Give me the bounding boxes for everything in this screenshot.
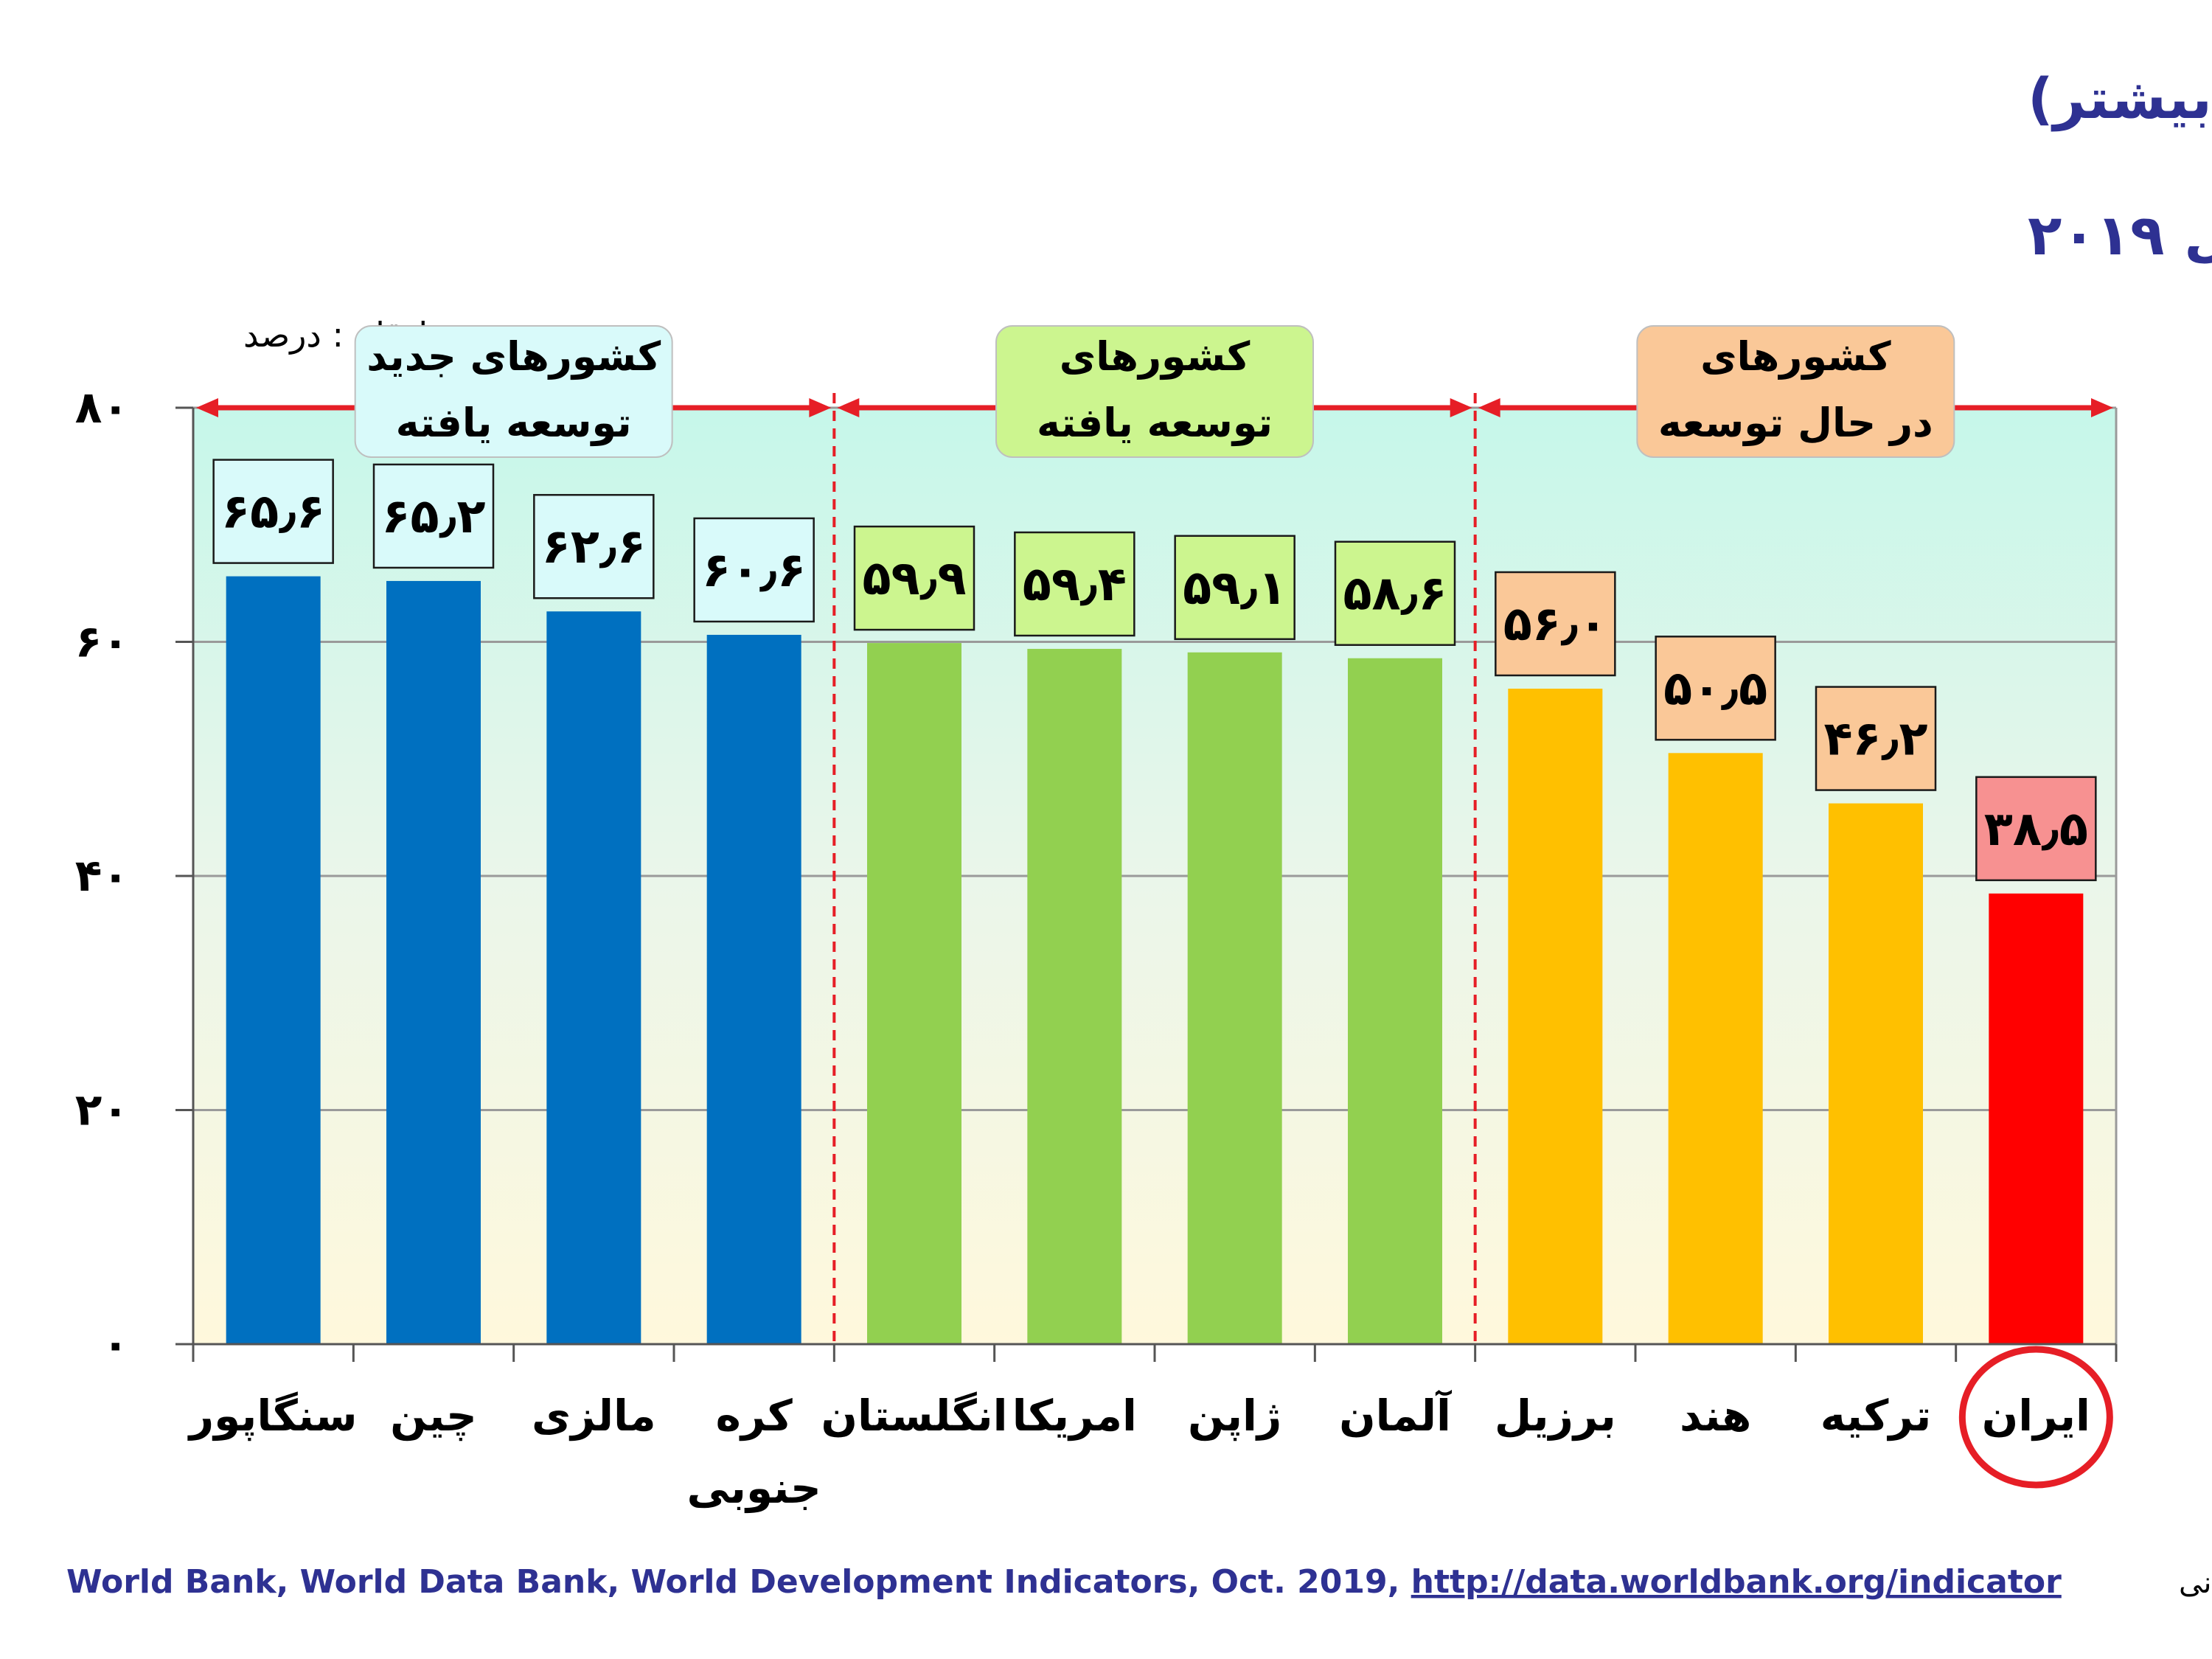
ytick-label-20: ۲۰ <box>75 1085 129 1136</box>
group-arrowhead-right-0 <box>809 398 832 417</box>
bar-0 <box>226 576 321 1344</box>
bar-1 <box>386 580 481 1345</box>
source-label: منبع : بانک جهانی <box>2179 1566 2212 1600</box>
bar-9 <box>1668 753 1763 1344</box>
group-arrowhead-left-0 <box>196 398 218 417</box>
category-label-9: هند <box>1680 1391 1751 1441</box>
value-labels: ۶۵٫۶ ۶۵٫۲ ۶۲٫۶ ۶۰٫۶ ۵۹٫۹ ۵۹٫۴ ۵۹٫۱ ۵۸٫۶ ۵۶٫۰ ۵۰٫۵… <box>212 459 2097 882</box>
value-label-3: ۶۰٫۶ <box>702 543 806 598</box>
ytick-label-0: ۰ <box>102 1318 129 1370</box>
category-label-7: آلمان <box>1339 1389 1453 1441</box>
axes: ۰ ۲۰ ۴۰ ۶۰ ۸۰ <box>75 382 2118 1370</box>
ytick-label-60: ۶۰ <box>75 616 129 668</box>
value-label-box-8 <box>1495 571 1616 677</box>
category-label-2: مالزی <box>532 1391 656 1441</box>
source-link[interactable]: http://data.worldbank.org/indicator <box>1411 1563 2062 1601</box>
group-label-box-0 <box>354 325 673 458</box>
group-label-0-line1: توسعه یافته <box>396 400 632 446</box>
value-label-box-5 <box>1014 531 1135 637</box>
category-label-6: ژاپن <box>1188 1391 1281 1441</box>
group-arrowhead-left-2 <box>1478 398 1500 417</box>
bar-3 <box>706 634 801 1344</box>
category-label-3: کره <box>716 1391 793 1441</box>
value-label-4: ۵۹٫۹ <box>862 552 966 606</box>
value-label-0: ۶۵٫۶ <box>221 485 325 540</box>
value-label-box-11 <box>1975 776 2097 882</box>
group-label-2-line1: در حال توسعه <box>1658 400 1933 446</box>
category-label-8: برزیل <box>1495 1391 1616 1441</box>
bar-5 <box>1027 649 1122 1344</box>
value-label-1: ۶۵٫۲ <box>381 490 485 544</box>
source-citation: World Bank, World Data Bank, World Devel… <box>66 1563 1411 1601</box>
bar-8 <box>1508 689 1603 1344</box>
source-text: World Bank, World Data Bank, World Devel… <box>66 1563 2062 1601</box>
category-label-5: امریکا <box>1012 1391 1137 1441</box>
category-label-4: انگلستان <box>821 1391 1007 1441</box>
value-label-box-6 <box>1174 535 1295 641</box>
bar-10 <box>1829 803 1923 1344</box>
value-label-box-7 <box>1334 540 1456 646</box>
value-label-box-4 <box>853 525 975 631</box>
group-label-box-1 <box>995 325 1314 458</box>
group-label-2-line0: کشورهای <box>1700 333 1891 380</box>
chart-subtitle: (براساس تخمین سازمان بین المللی کار) در … <box>2028 202 2212 268</box>
group-label-0-line0: کشورهای جدید <box>366 333 661 380</box>
bar-2 <box>546 611 641 1344</box>
value-label-box-0 <box>212 459 334 564</box>
category-label-3-line1: جنوبی <box>687 1463 821 1514</box>
value-label-2: ۶۲٫۶ <box>542 520 646 574</box>
group-brackets: کشورهای جدید توسعه یافته کشورهای توسعه یافت… <box>196 325 2113 1344</box>
category-label-1: چین <box>390 1391 477 1441</box>
chart-title: نمودار شماره (۶)- نسبت اشتغال به جمعیت د… <box>2028 66 2212 132</box>
value-label-10: ۴۶٫۲ <box>1823 712 1927 767</box>
group-arrowhead-right-2 <box>2091 398 2113 417</box>
category-label-11: ایران <box>1982 1391 2090 1441</box>
title-segment-4: (۱۵ سال و بیشتر) <box>2028 66 2212 132</box>
bars <box>226 576 2084 1345</box>
category-label-0: سنگاپور <box>187 1391 358 1441</box>
value-label-11: ۳۸٫۵ <box>1984 802 2088 857</box>
value-label-box-2 <box>533 493 655 599</box>
value-label-6: ۵۹٫۱ <box>1183 561 1287 616</box>
ytick-label-80: ۸۰ <box>75 382 129 434</box>
group-label-1-line0: کشورهای <box>1060 333 1251 380</box>
bar-11 <box>1989 893 2084 1344</box>
value-label-5: ۵۹٫۴ <box>1023 557 1127 612</box>
bar-6 <box>1187 652 1282 1344</box>
bar-4 <box>867 643 961 1344</box>
bar-7 <box>1348 658 1442 1344</box>
value-label-8: ۵۶٫۰ <box>1503 597 1607 652</box>
value-label-box-9 <box>1655 636 1776 741</box>
ytick-label-40: ۴۰ <box>75 850 129 902</box>
group-arrowhead-left-1 <box>837 398 860 417</box>
category-label-10: ترکیه <box>1820 1391 1931 1441</box>
group-arrowhead-right-1 <box>1450 398 1472 417</box>
value-label-9: ۵۰٫۵ <box>1663 661 1767 716</box>
value-label-box-1 <box>372 463 495 569</box>
value-label-box-3 <box>693 517 815 623</box>
group-label-box-2 <box>1636 325 1955 458</box>
value-label-box-10 <box>1815 686 1937 791</box>
group-label-1-line1: توسعه یافته <box>1037 400 1273 446</box>
value-label-7: ۵۸٫۶ <box>1343 567 1447 622</box>
highlight-circle <box>1958 1346 2113 1489</box>
